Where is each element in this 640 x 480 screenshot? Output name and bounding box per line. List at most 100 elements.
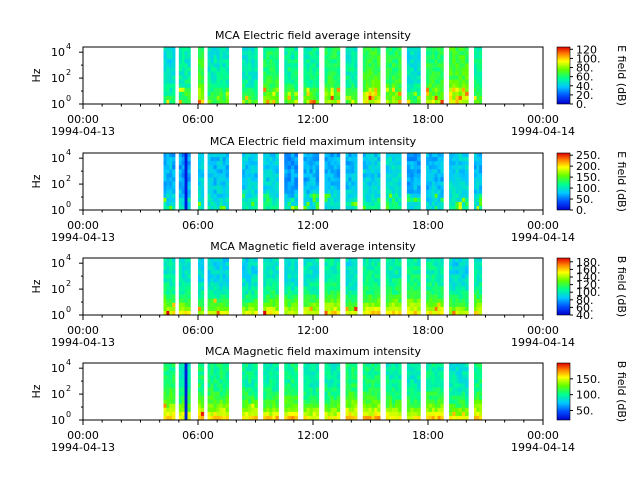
heatmap-cell [245, 258, 249, 263]
heatmap-cell [461, 379, 466, 384]
heatmap-cell [377, 407, 381, 413]
heatmap-cell [169, 407, 173, 413]
heatmap-cell [333, 310, 338, 316]
heatmap-cell [275, 71, 279, 76]
heatmap-cell [312, 185, 317, 191]
heatmap-cell [410, 274, 415, 279]
heatmap-cell [303, 99, 307, 105]
heatmap-cell [440, 395, 444, 401]
heatmap-cell [222, 71, 227, 76]
heatmap-cell [181, 411, 185, 417]
heatmap-cell [458, 47, 463, 52]
heatmap-cell [210, 262, 215, 267]
heatmap-cell [248, 51, 252, 56]
heatmap-cell [309, 298, 314, 304]
heatmap-cell [377, 274, 381, 279]
heatmap-cell [351, 367, 355, 372]
heatmap-cell [391, 266, 396, 271]
heatmap-cell [434, 407, 438, 413]
heatmap-cell [458, 395, 463, 401]
heatmap-cell [207, 290, 211, 296]
heatmap-cell [242, 403, 246, 409]
heatmap-cell [348, 83, 352, 89]
heatmap-cell [327, 153, 332, 158]
heatmap-cell [210, 79, 215, 85]
heatmap-cell [428, 407, 433, 413]
heatmap-cell [371, 306, 375, 312]
heatmap-cell [309, 165, 314, 170]
heatmap-cell [333, 99, 338, 105]
heatmap-cell [178, 181, 183, 186]
heatmap-cell [455, 266, 460, 271]
heatmap-cell [455, 95, 460, 101]
heatmap-cell [476, 95, 480, 101]
heatmap-cell [426, 193, 430, 199]
heatmap-cell [245, 67, 249, 72]
heatmap-cell [374, 181, 378, 186]
heatmap-cell [368, 185, 372, 191]
heatmap-cell [225, 197, 230, 203]
heatmap-cell [309, 258, 314, 263]
heatmap-cell [178, 403, 183, 409]
heatmap-cell [294, 266, 299, 271]
heatmap-cell [213, 99, 218, 105]
heatmap-cell [242, 363, 246, 368]
heatmap-cell [449, 83, 453, 89]
heatmap-cell [187, 262, 191, 267]
heatmap-cell [455, 153, 460, 158]
heatmap-cell [219, 201, 224, 207]
heatmap-cell [287, 306, 292, 312]
heatmap-cell [461, 169, 466, 174]
heatmap-cell [198, 169, 202, 174]
heatmap-cell [465, 47, 469, 52]
heatmap-cell [440, 298, 444, 304]
heatmap-cell [406, 47, 411, 52]
heatmap-cell [476, 55, 480, 60]
heatmap-cell [216, 298, 221, 304]
heatmap-cell [416, 55, 421, 60]
heatmap-cell [254, 63, 258, 68]
heatmap-cell [263, 189, 267, 195]
heatmap-cell [440, 363, 444, 368]
heatmap-cell [434, 95, 438, 101]
heatmap-cell [294, 403, 299, 409]
heatmap-cell [476, 59, 480, 64]
heatmap-cell [198, 387, 202, 392]
heatmap-cell [166, 67, 170, 72]
heatmap-cell [333, 407, 338, 413]
heatmap-cell [426, 302, 430, 308]
heatmap-cell [254, 99, 258, 105]
colorbar-tick-label: 40. [576, 309, 594, 322]
heatmap-cell [413, 71, 418, 76]
heatmap-cell [406, 95, 411, 101]
heatmap-cell [225, 403, 230, 409]
heatmap-cell [198, 59, 202, 64]
heatmap-cell [434, 71, 438, 76]
heatmap-cell [458, 371, 463, 376]
heatmap-cell [225, 266, 230, 271]
heatmap-cell [371, 294, 375, 300]
heatmap-cell [398, 87, 402, 93]
heatmap-cell [225, 161, 230, 166]
heatmap-cell [365, 165, 369, 170]
heatmap-cell [163, 379, 167, 384]
heatmap-cell [449, 379, 453, 384]
heatmap-cell [284, 286, 288, 291]
heatmap-cell [333, 95, 338, 101]
heatmap-cell [169, 363, 173, 368]
heatmap-cell [242, 298, 246, 304]
heatmap-cell [324, 367, 328, 372]
heatmap-cell [449, 193, 453, 199]
heatmap-cell [184, 55, 188, 60]
heatmap-cell [181, 367, 185, 372]
heatmap-cell [374, 51, 378, 56]
heatmap-cell [388, 169, 393, 174]
heatmap-cell [428, 399, 433, 405]
heatmap-cell [290, 407, 295, 413]
heatmap-cell [184, 395, 188, 401]
heatmap-cell [245, 157, 249, 162]
heatmap-cell [345, 181, 349, 186]
heatmap-cell [269, 185, 273, 191]
heatmap-cell [284, 391, 288, 396]
heatmap-cell [184, 411, 188, 417]
